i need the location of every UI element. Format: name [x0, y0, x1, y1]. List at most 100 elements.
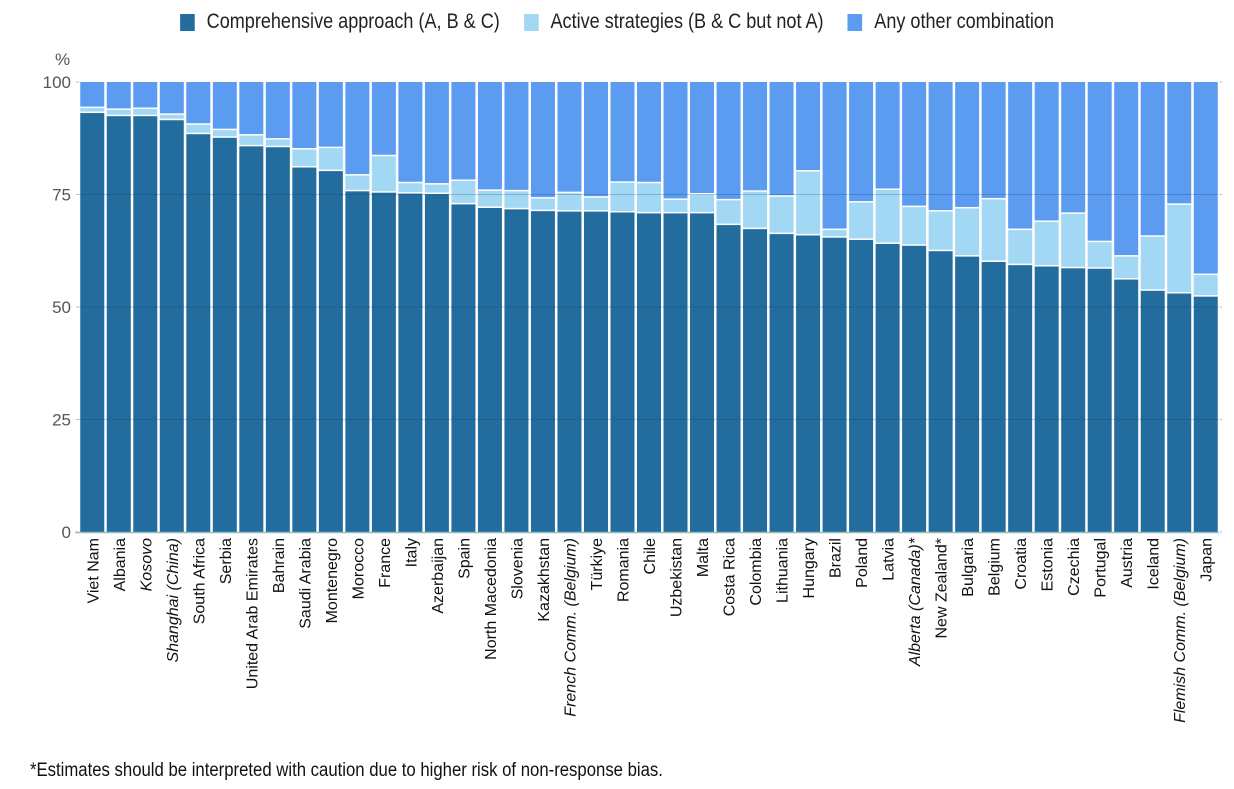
bar-segment-other [1061, 82, 1086, 213]
x-tick-label: Azerbaijan [430, 538, 447, 614]
bar-group [902, 82, 927, 533]
bar-segment-comprehensive [345, 191, 370, 532]
bar-segment-other [902, 82, 927, 206]
bar-segment-comprehensive [133, 116, 158, 532]
x-tick-label: Brazil [828, 538, 845, 578]
bar-segment-active [398, 183, 423, 193]
legend-label-active: Active strategies (B & C but not A) [550, 10, 824, 33]
bar-segment-other [690, 82, 715, 193]
bar-segment-other [371, 82, 396, 155]
bar-segment-comprehensive [239, 146, 264, 532]
x-tick-label: Portugal [1093, 538, 1110, 598]
x-tick-label: New Zealand* [934, 538, 951, 639]
legend-label-comprehensive: Comprehensive approach (A, B & C) [206, 10, 500, 33]
bar-segment-comprehensive [106, 116, 131, 532]
y-tick-label: 75 [52, 186, 71, 205]
bar-group [477, 82, 502, 532]
bar-group [345, 82, 370, 532]
bar-segment-active [1193, 275, 1218, 296]
x-tick-label: United Arab Emirates [244, 538, 261, 689]
bars [80, 82, 1218, 533]
bar-segment-active [610, 182, 635, 211]
bar-group [265, 82, 290, 532]
bar-segment-active [265, 139, 290, 146]
bar-group [451, 82, 476, 532]
bar-group [610, 82, 635, 532]
x-tick-label: Chile [642, 538, 659, 575]
bar-segment-comprehensive [1061, 268, 1086, 532]
bar-segment-active [902, 207, 927, 245]
bar-segment-other [424, 82, 449, 184]
bar-segment-comprehensive [690, 213, 715, 532]
bar-group [1008, 82, 1033, 532]
bar-segment-other [610, 82, 635, 182]
x-tick-label: French Comm. (Belgium) [562, 538, 579, 717]
bar-group [133, 82, 158, 532]
bar-segment-other [769, 82, 794, 196]
bar-segment-active [345, 175, 370, 190]
bar-group [849, 82, 874, 532]
bar-group [769, 82, 794, 532]
bar-segment-other [451, 82, 476, 180]
bar-segment-other [1140, 82, 1165, 236]
bar-segment-active [1008, 230, 1033, 264]
bar-group [159, 82, 184, 532]
x-tick-label: Italy [403, 538, 420, 567]
x-tick-label: Saudi Arabia [297, 538, 314, 629]
bar-segment-other [849, 82, 874, 202]
x-tick-label: France [377, 538, 394, 588]
bar-segment-other [318, 82, 343, 147]
bar-segment-other [981, 82, 1006, 198]
bar-segment-comprehensive [1167, 293, 1192, 532]
x-tick-label: Kosovo [138, 538, 155, 591]
bar-segment-comprehensive [477, 208, 502, 532]
bar-group [1140, 82, 1165, 532]
bar-segment-other [1087, 82, 1112, 241]
bar-segment-active [690, 194, 715, 212]
x-tick-label: Flemish Comm. (Belgium) [1172, 538, 1189, 723]
x-tick-label: Spain [456, 538, 473, 579]
bar-segment-comprehensive [530, 211, 555, 532]
bar-segment-comprehensive [265, 147, 290, 532]
x-tick-label: Türkiye [589, 538, 606, 591]
legend: Comprehensive approach (A, B & C) Active… [86, 10, 1147, 34]
bar-segment-active [186, 124, 211, 133]
y-tick-label: 50 [52, 298, 71, 317]
bar-segment-other [80, 82, 105, 107]
bar-segment-comprehensive [318, 171, 343, 532]
bar-group [239, 82, 264, 532]
bar-segment-active [80, 108, 105, 112]
bar-segment-comprehensive [424, 194, 449, 533]
bar-segment-other [875, 82, 900, 189]
bar-segment-active [1034, 221, 1059, 265]
legend-swatch-active [523, 13, 539, 31]
bar-segment-active [239, 135, 264, 145]
bar-group [557, 82, 582, 532]
bar-segment-other [1008, 82, 1033, 229]
bar-segment-active [318, 148, 343, 170]
bar-group [1087, 82, 1112, 532]
x-tick-label: Serbia [218, 538, 235, 584]
bar-segment-active [875, 190, 900, 243]
bar-segment-comprehensive [902, 245, 927, 533]
y-tick-label: 100 [43, 73, 71, 92]
legend-label-other: Any other combination [874, 10, 1055, 33]
bar-segment-comprehensive [981, 262, 1006, 532]
bar-segment-active [424, 184, 449, 193]
bar-group [530, 82, 555, 532]
bar-segment-active [292, 149, 317, 166]
bar-group [398, 82, 423, 532]
bar-segment-comprehensive [451, 204, 476, 532]
bar-segment-active [1167, 204, 1192, 292]
bar-segment-other [583, 82, 608, 197]
bar-segment-comprehensive [849, 239, 874, 532]
gridlines [79, 194, 1219, 420]
bar-group [371, 82, 396, 532]
x-tick-label: Croatia [1013, 538, 1030, 590]
x-tick-label: Malta [695, 538, 712, 577]
bar-segment-comprehensive [557, 211, 582, 532]
bar-group [186, 82, 211, 532]
x-tick-label: North Macedonia [483, 538, 500, 660]
right-tick-dot [1220, 193, 1222, 196]
bar-group [955, 82, 980, 532]
